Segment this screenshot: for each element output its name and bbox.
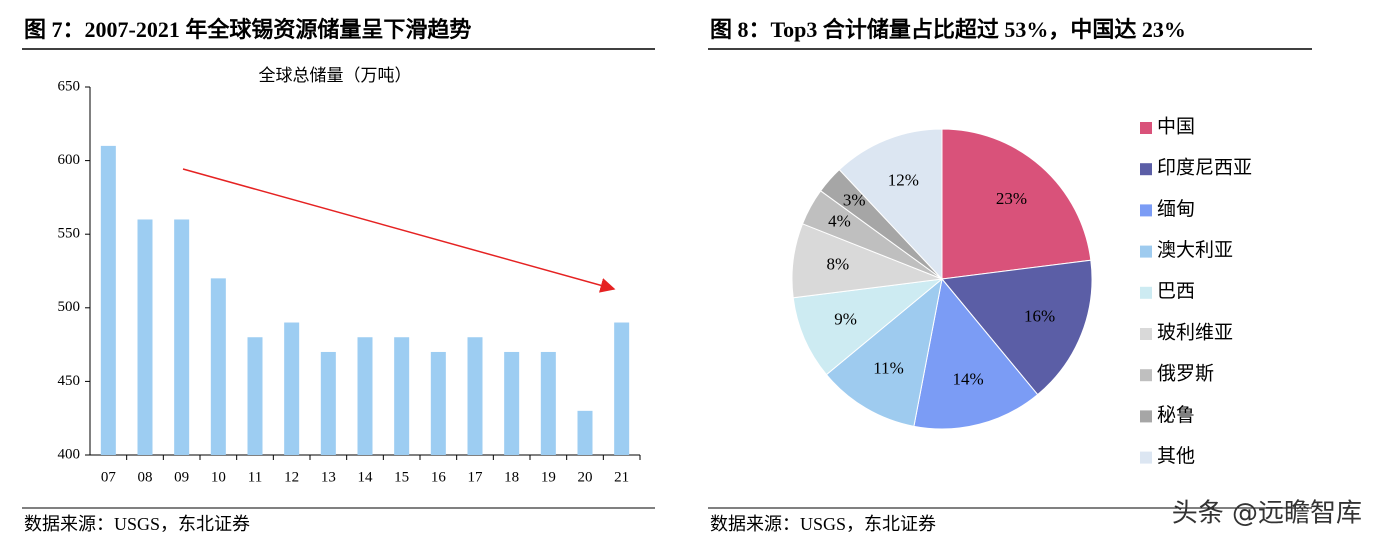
bar <box>210 278 226 455</box>
x-tick-label: 16 <box>431 469 447 485</box>
legend-label: 印度尼西亚 <box>1157 157 1252 179</box>
source: 数据来源：USGS，东北证券 <box>710 514 936 534</box>
data-label: 23% <box>996 189 1027 208</box>
x-tick-label: 09 <box>174 469 189 485</box>
legend-swatch <box>1140 410 1152 423</box>
pie-slice <box>913 277 1039 430</box>
bar <box>320 351 336 455</box>
legend-label: 俄罗斯 <box>1157 363 1214 385</box>
bar <box>504 351 520 455</box>
x-tick-label: 13 <box>321 469 336 485</box>
x-tick-label: 10 <box>211 469 226 485</box>
chart-subtitle: 全球总储量（万吨） <box>259 66 412 85</box>
x-tick-label: 20 <box>578 469 593 485</box>
pie-slice <box>941 259 1093 396</box>
bar <box>247 337 263 455</box>
x-tick-label: 14 <box>358 469 374 485</box>
bar <box>577 410 593 455</box>
bar <box>357 337 373 455</box>
bar <box>174 219 190 455</box>
x-tick-label: 12 <box>284 469 299 485</box>
legend-swatch <box>1140 122 1152 134</box>
bar <box>467 337 483 455</box>
legend-swatch <box>1140 204 1152 217</box>
chart-title: 图 7：2007-2021 年全球锡资源储量呈下滑趋势 <box>24 17 471 42</box>
trend-arrow <box>182 168 616 293</box>
x-tick-label: 21 <box>614 469 629 485</box>
bar <box>430 351 446 455</box>
x-tick-label: 07 <box>101 469 117 485</box>
legend-swatch <box>1140 245 1152 258</box>
data-label: 12% <box>888 170 919 189</box>
bar <box>394 337 410 455</box>
legend-swatch <box>1140 286 1152 299</box>
y-tick-label: 650 <box>58 78 81 94</box>
legend-swatch <box>1140 163 1152 176</box>
source: 数据来源：USGS，东北证券 <box>24 514 250 534</box>
pie-slice <box>838 128 943 281</box>
x-tick-label: 11 <box>248 469 262 485</box>
data-label: 4% <box>828 212 851 231</box>
x-tick-label: 19 <box>541 469 556 485</box>
y-tick-label: 400 <box>58 446 81 462</box>
y-tick-label: 450 <box>58 373 81 389</box>
legend-label: 中国 <box>1157 115 1195 137</box>
bar <box>540 351 556 455</box>
legend-label: 秘鲁 <box>1157 404 1195 426</box>
legend-label: 巴西 <box>1157 281 1195 302</box>
pie-slice <box>825 277 943 427</box>
legend-swatch <box>1140 328 1152 340</box>
y-tick-label: 600 <box>58 152 81 168</box>
bar <box>137 219 153 455</box>
data-label: 9% <box>834 310 857 329</box>
pie-slice <box>941 128 1092 280</box>
y-tick-label: 550 <box>58 226 81 242</box>
x-tick-label: 15 <box>394 469 409 485</box>
data-label: 14% <box>953 370 984 389</box>
legend-label: 澳大利亚 <box>1157 239 1233 261</box>
bar <box>284 322 300 455</box>
legend-label: 缅甸 <box>1157 198 1195 220</box>
x-tick-label: 08 <box>138 469 153 485</box>
watermark: 头条 @远瞻智库 <box>1172 499 1362 529</box>
data-label: 8% <box>826 255 849 274</box>
bar <box>614 322 630 455</box>
pie-slice <box>792 278 944 376</box>
y-tick-label: 500 <box>58 299 81 315</box>
data-label: 11% <box>873 358 904 377</box>
legend-swatch <box>1140 451 1152 464</box>
x-tick-label: 18 <box>504 469 519 485</box>
legend-label: 玻利维亚 <box>1157 321 1233 343</box>
data-label: 16% <box>1024 307 1055 326</box>
data-label: 3% <box>843 191 866 210</box>
chart-title: 图 8：Top3 合计储量占比超过 53%，中国达 23% <box>710 17 1186 42</box>
legend-swatch <box>1140 369 1152 382</box>
bar <box>100 145 116 455</box>
legend-label: 其他 <box>1157 445 1195 467</box>
x-tick-label: 17 <box>468 469 484 485</box>
